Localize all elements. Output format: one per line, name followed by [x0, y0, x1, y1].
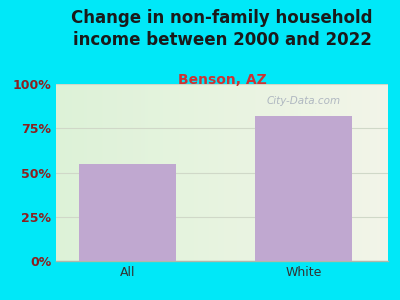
Bar	[254, 116, 352, 261]
Text: Change in non-family household
income between 2000 and 2022: Change in non-family household income be…	[71, 9, 373, 49]
Text: Benson, AZ: Benson, AZ	[178, 74, 266, 88]
Bar	[79, 164, 176, 261]
Text: City-Data.com: City-Data.com	[266, 96, 340, 106]
